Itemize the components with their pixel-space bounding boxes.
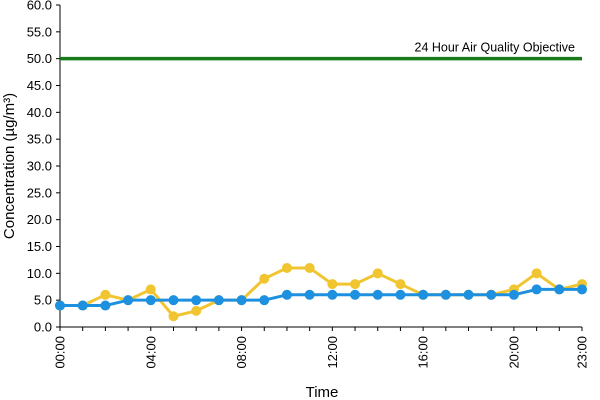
y-tick-label: 5.0: [34, 293, 52, 308]
x-axis-label: Time: [306, 384, 339, 400]
series-1-point: [304, 262, 315, 273]
x-tick-label: 04:00: [143, 336, 158, 369]
x-tick-label: 16:00: [416, 336, 431, 369]
series-2-point: [213, 295, 224, 306]
series-2-point: [123, 295, 134, 306]
series-1-point: [168, 311, 179, 322]
series-2-point: [531, 284, 542, 295]
series-2-point: [236, 295, 247, 306]
series-2-point: [508, 289, 519, 300]
y-tick-labels: 0.0 5.0 10.0 15.0 20.0 25.0 30.0 35.0 40.0 45.0 50…: [27, 0, 60, 335]
y-tick-label: 50.0: [27, 51, 52, 66]
series-2-point: [191, 295, 202, 306]
y-tick-label: 35.0: [27, 132, 52, 147]
x-tick-labels: 00:00 04:00 08:00 12:00 16:00 20:00 23:00: [53, 327, 590, 369]
y-tick-label: 20.0: [27, 212, 52, 227]
series-1-point: [395, 279, 406, 290]
series-1-point: [350, 279, 361, 290]
y-tick-label: 10.0: [27, 266, 52, 281]
series-2-point: [145, 295, 156, 306]
x-tick-label: 08:00: [234, 336, 249, 369]
series-1-point: [327, 279, 338, 290]
series-1-line: [60, 266, 583, 318]
y-tick-label: 45.0: [27, 78, 52, 93]
series-2-point: [463, 289, 474, 300]
series-2-point: [395, 289, 406, 300]
y-tick-label: 25.0: [27, 185, 52, 200]
series-2-point: [100, 300, 111, 311]
y-tick-label: 30.0: [27, 159, 52, 174]
series-2-point: [350, 289, 361, 300]
series-2-point: [259, 295, 270, 306]
y-tick-label: 60.0: [27, 0, 52, 13]
series-2-point: [281, 289, 292, 300]
series-1-point: [191, 305, 202, 316]
reference-line-label: 24 Hour Air Quality Objective: [415, 41, 576, 55]
x-tick-label: 20:00: [506, 336, 521, 369]
x-tick-label: 12:00: [325, 336, 340, 369]
series-2-point: [168, 295, 179, 306]
x-tick-label: 23:00: [575, 336, 590, 369]
series-1-point: [145, 284, 156, 295]
y-axis-label: Concentration (µg/m³): [1, 93, 18, 239]
series-2-point: [577, 284, 587, 295]
series-2-point: [327, 289, 338, 300]
series-1-point: [372, 268, 383, 279]
series-1-point: [259, 273, 270, 284]
y-tick-label: 40.0: [27, 105, 52, 120]
series-2-point: [304, 289, 315, 300]
y-tick-label: 0.0: [34, 320, 52, 335]
series-1-point: [100, 289, 111, 300]
series-2-point: [55, 300, 65, 311]
series-2-point: [77, 300, 88, 311]
y-tick-label: 55.0: [27, 24, 52, 39]
series-2-point: [554, 284, 565, 295]
series-2-point: [418, 289, 429, 300]
series-group: [55, 262, 587, 322]
series-1-point: [531, 268, 542, 279]
reference-line-group: 24 Hour Air Quality Objective: [60, 41, 582, 61]
series-1-point: [281, 262, 292, 273]
series-2-point: [440, 289, 451, 300]
series-2-point: [486, 289, 497, 300]
y-tick-label: 15.0: [27, 239, 52, 254]
x-tick-label: 00:00: [53, 336, 68, 369]
series-2-point: [372, 289, 383, 300]
